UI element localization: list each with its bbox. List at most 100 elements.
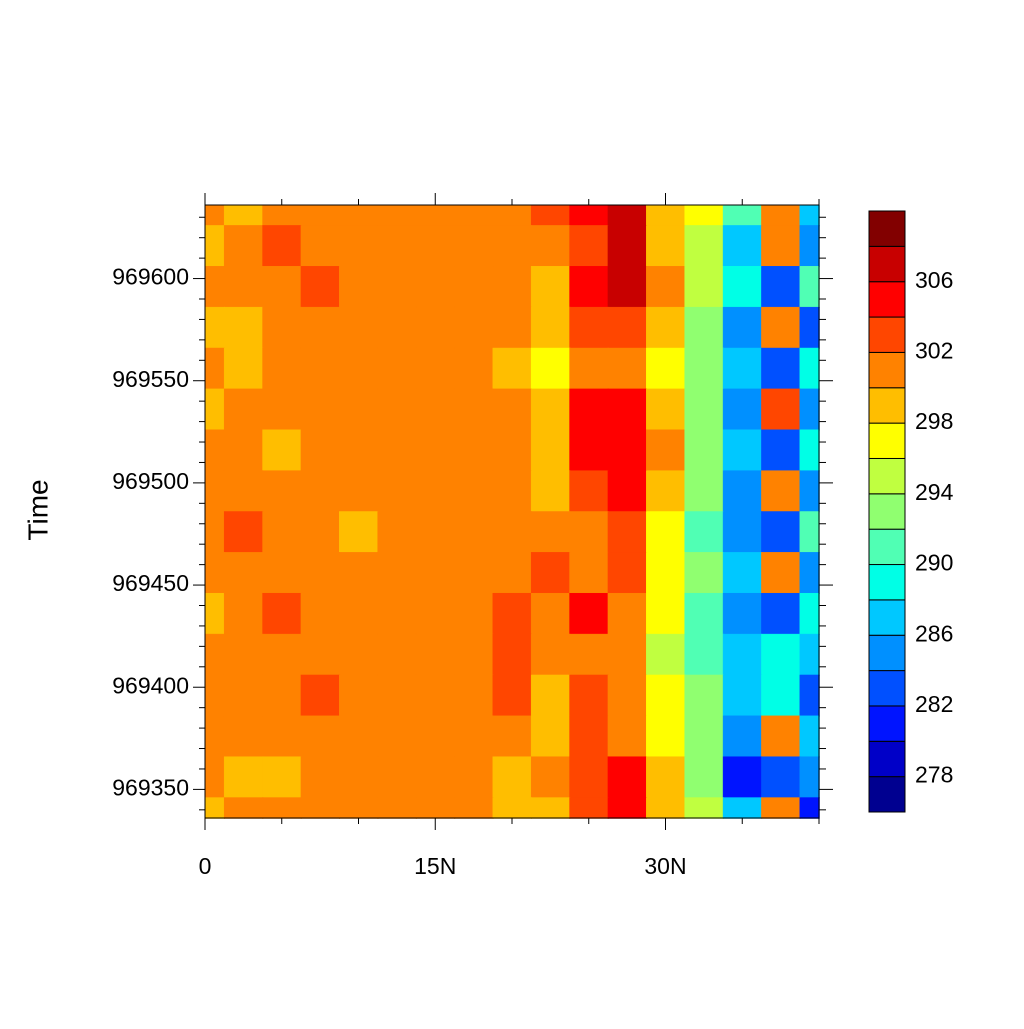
contour-cell <box>262 552 302 594</box>
contour-cell <box>223 347 264 390</box>
contour-cell <box>223 225 264 268</box>
contour-cell <box>223 674 264 717</box>
contour-cell <box>223 592 264 635</box>
contour-cell <box>262 511 302 554</box>
contour-cell <box>454 347 494 390</box>
contour-cell <box>339 347 379 390</box>
contour-cell <box>377 552 417 594</box>
contour-cell <box>722 797 763 819</box>
contour-cell <box>761 470 801 513</box>
contour-cell <box>722 756 763 799</box>
contour-cell <box>646 225 686 268</box>
contour-cell <box>607 470 648 513</box>
colorbar-box <box>868 281 906 318</box>
contour-cell <box>377 511 417 554</box>
contour-cell <box>223 715 264 758</box>
contour-cell <box>530 633 571 676</box>
contour-cell <box>454 715 494 758</box>
contour-cell <box>646 674 686 717</box>
contour-cell <box>607 204 648 227</box>
contour-cell <box>454 511 494 554</box>
contour-cell <box>530 429 571 472</box>
contour-cell <box>339 225 379 268</box>
contour-cell <box>607 633 648 676</box>
contour-cell <box>569 388 609 431</box>
contour-cell <box>646 306 686 349</box>
contour-cell <box>454 204 494 227</box>
contour-cell <box>530 306 571 349</box>
contour-cell <box>377 592 417 635</box>
contour-cell <box>530 225 571 268</box>
contour-cell <box>204 225 225 268</box>
contour-cell <box>415 429 456 472</box>
contour-cell <box>530 266 571 308</box>
contour-cell <box>684 511 724 554</box>
contour-cell <box>262 797 302 819</box>
contour-cell <box>454 225 494 268</box>
contour-cell <box>377 756 417 799</box>
contour-cell <box>530 715 571 758</box>
colorbar-box <box>868 528 906 566</box>
contour-cell <box>569 633 609 676</box>
contour-cell <box>415 204 456 227</box>
contour-cell <box>722 225 763 268</box>
contour-cell <box>646 715 686 758</box>
contour-cell <box>684 552 724 594</box>
contour-cell <box>204 797 225 819</box>
contour-cell <box>377 266 417 308</box>
contour-cell <box>607 756 648 799</box>
contour-cell <box>761 347 801 390</box>
contour-cell <box>684 204 724 227</box>
contour-cell <box>492 511 532 554</box>
contour-cell <box>300 511 341 554</box>
contour-cell <box>646 204 686 227</box>
contour-cell <box>722 429 763 472</box>
colorbar-box <box>868 457 906 495</box>
contour-cell <box>761 388 801 431</box>
contour-cell <box>569 429 609 472</box>
colorbar-box <box>868 245 906 283</box>
contour-cell <box>530 388 571 431</box>
contour-cell <box>722 552 763 594</box>
contour-cell <box>492 204 532 227</box>
contour-cell <box>646 347 686 390</box>
colorbar-box <box>868 634 906 672</box>
contour-cell <box>799 715 820 758</box>
contour-cell <box>799 552 820 594</box>
contour-cell <box>377 633 417 676</box>
contour-cell <box>761 225 801 268</box>
contour-cell <box>492 715 532 758</box>
contour-cell <box>646 266 686 308</box>
contour-cell <box>204 715 225 758</box>
contour-cell <box>722 347 763 390</box>
contour-cell <box>339 306 379 349</box>
contour-cell <box>607 552 648 594</box>
contour-cell <box>204 592 225 635</box>
contour-cell <box>223 204 264 227</box>
contour-cell <box>799 347 820 390</box>
contour-cell <box>607 388 648 431</box>
contour-cell <box>377 470 417 513</box>
y-axis-label: Time <box>22 479 53 540</box>
contour-cell <box>530 674 571 717</box>
contour-cell <box>569 225 609 268</box>
contour-cell <box>799 470 820 513</box>
colorbar-label: 306 <box>915 267 953 293</box>
contour-cell <box>722 674 763 717</box>
contour-cell <box>530 552 571 594</box>
contour-cell <box>761 633 801 676</box>
contour-cell <box>223 429 264 472</box>
y-tick-label: 969400 <box>112 672 189 698</box>
contour-cell <box>684 756 724 799</box>
contour-cell <box>761 511 801 554</box>
contour-cell <box>722 204 763 227</box>
contour-cell <box>415 797 456 819</box>
contour-cell <box>415 511 456 554</box>
contour-cell <box>530 347 571 390</box>
contour-cell <box>415 225 456 268</box>
contour-cell <box>607 592 648 635</box>
contour-cell <box>204 756 225 799</box>
contour-cell <box>607 797 648 819</box>
contour-cell <box>569 756 609 799</box>
contour-cell <box>300 347 341 390</box>
